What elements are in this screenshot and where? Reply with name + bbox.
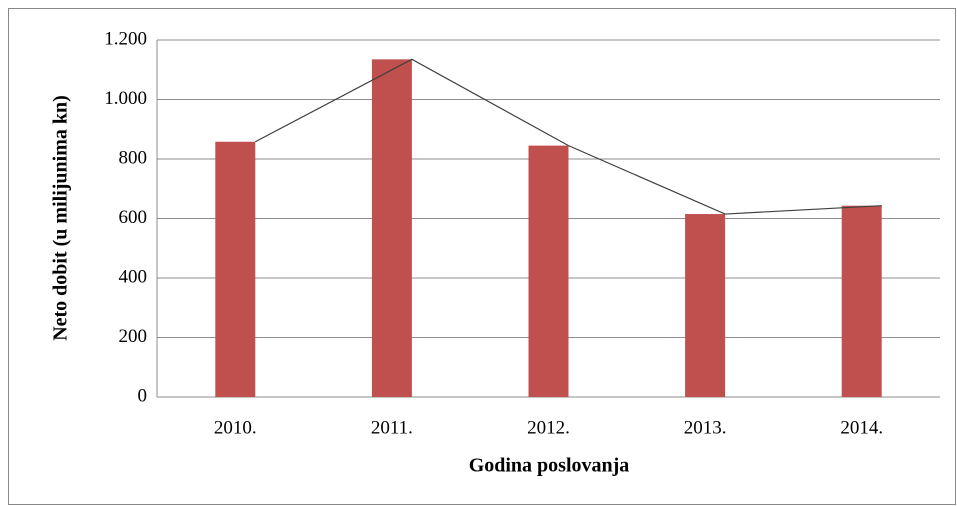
bar	[685, 214, 726, 397]
y-axis-title: Neto dobit (u milijunima kn)	[50, 95, 72, 341]
trend-line	[255, 58, 882, 215]
bar	[528, 145, 569, 397]
y-tick-label: 1.000	[104, 88, 147, 109]
y-tick-label: 200	[119, 326, 148, 347]
x-tick-label: 2014.	[840, 417, 883, 438]
bar	[841, 205, 882, 397]
y-tick-label: 400	[119, 266, 148, 287]
x-tick-label: 2010.	[214, 417, 257, 438]
x-tick-label: 2013.	[684, 417, 727, 438]
y-tick-label: 0	[138, 385, 148, 406]
x-tick-label: 2011.	[371, 417, 413, 438]
x-axis-title: Godina poslovanja	[469, 455, 630, 477]
y-tick-label: 800	[119, 147, 148, 168]
bar	[215, 141, 256, 397]
y-tick-label: 600	[119, 207, 148, 228]
chart-frame	[8, 8, 956, 505]
bar	[371, 59, 412, 398]
x-tick-label: 2012.	[527, 417, 570, 438]
y-tick-label: 1.200	[104, 28, 147, 49]
